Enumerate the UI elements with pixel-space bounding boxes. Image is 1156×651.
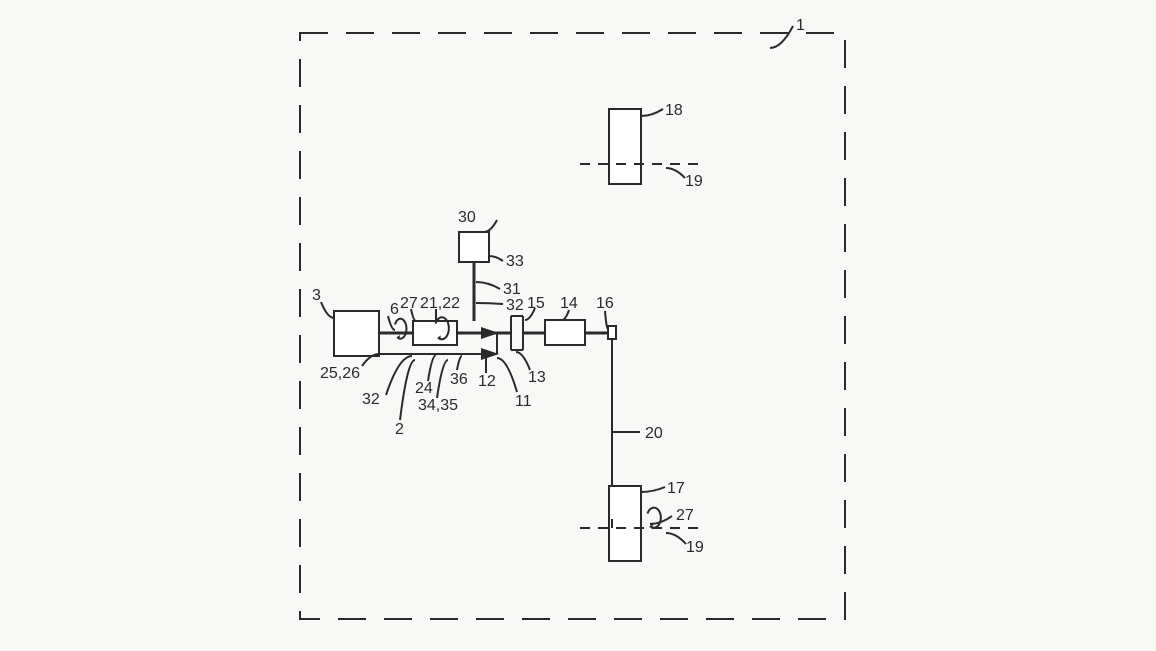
ref-l36: 36 — [450, 371, 468, 388]
ref-l3435: 34,35 — [418, 397, 458, 414]
ref-l30: 30 — [458, 209, 476, 226]
box-node16 — [608, 326, 616, 339]
ref-l2122: 21,22 — [420, 295, 460, 312]
ref-l6: 6 — [390, 301, 399, 318]
ref-l12: 12 — [478, 373, 496, 390]
ref-l33: 33 — [506, 253, 524, 270]
box-box14 — [545, 320, 585, 345]
ref-l19f: 19 — [685, 173, 703, 190]
box-rearWheel — [609, 486, 641, 561]
ref-l17: 17 — [667, 480, 685, 497]
ref-l31: 31 — [503, 281, 521, 298]
ref-l24: 24 — [415, 380, 433, 397]
ref-l32: 32 — [506, 297, 524, 314]
ref-l3: 3 — [312, 287, 321, 304]
box-engine3 — [334, 311, 379, 356]
ref-l20: 20 — [645, 425, 663, 442]
leader-l32 — [476, 303, 503, 304]
ref-l15: 15 — [527, 295, 545, 312]
ref-l16: 16 — [596, 295, 614, 312]
ref-l27r: 27 — [676, 507, 694, 524]
ref-l13: 13 — [528, 369, 546, 386]
ref-l19r: 19 — [686, 539, 704, 556]
ref-l14: 14 — [560, 295, 578, 312]
ref-l2526: 25,26 — [320, 365, 360, 382]
ref-l1: 1 — [796, 17, 805, 34]
ref-l11: 11 — [515, 393, 532, 410]
box-gearBox6 — [413, 321, 457, 345]
ref-l2726: 27 — [400, 295, 418, 312]
ref-l2: 2 — [395, 421, 404, 438]
box-motor30 — [459, 232, 489, 262]
ref-l32b: 32 — [362, 391, 380, 408]
box-frontWheel — [609, 109, 641, 184]
ref-l18: 18 — [665, 102, 683, 119]
patent-diagram: 1181930333132362721,2215141625,262436121… — [0, 0, 1156, 651]
